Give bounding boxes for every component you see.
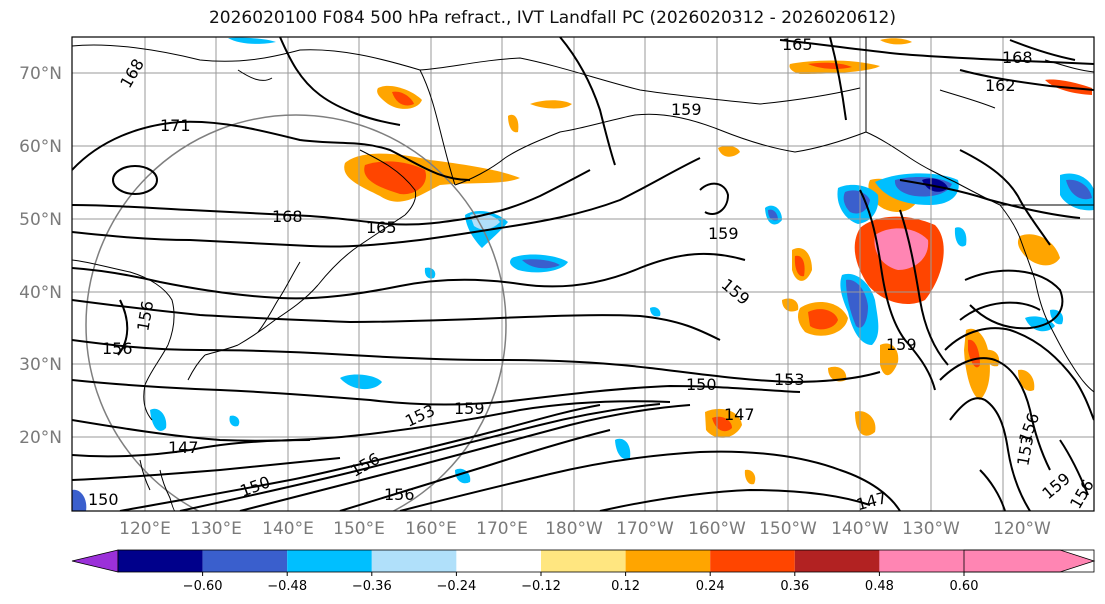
colorbar-swatch: [625, 550, 711, 572]
contour-label: 147: [168, 438, 199, 457]
colorbar-tick: −0.60: [183, 579, 223, 594]
colorbar-tick: 0.12: [611, 579, 640, 594]
colorbar-tick: 0.24: [696, 579, 725, 594]
contour-label: 156: [102, 339, 133, 358]
lon-label: 150°E: [333, 519, 385, 539]
lon-label: 150°W: [759, 519, 817, 539]
colorbar-tick: 0.48: [865, 579, 894, 594]
colorbar-swatch: [371, 550, 457, 572]
colorbar-tick: −0.36: [352, 579, 392, 594]
contour-label: 165: [782, 35, 813, 54]
contour-labels: 168 171 168 165 159 159 159 165 168 162 …: [88, 35, 1094, 514]
lon-label: 130°E: [190, 519, 242, 539]
colorbar-tick: 0.36: [780, 579, 809, 594]
latitude-labels: 70°N 60°N 50°N 40°N 30°N 20°N: [19, 64, 62, 448]
contour-label: 171: [160, 116, 191, 135]
colorbar: −0.60 −0.48 −0.36 −0.24 −0.12 0.12 0.24 …: [71, 549, 1096, 594]
lat-label: 60°N: [19, 137, 62, 157]
contour-label: 156: [384, 485, 415, 504]
contour-label: 168: [1002, 48, 1033, 67]
contour-label: 162: [985, 76, 1016, 95]
colorbar-swatch: [710, 550, 795, 572]
colorbar-tick: −0.12: [521, 579, 561, 594]
contour-label: 165: [366, 218, 397, 237]
lon-label: 140°W: [831, 519, 889, 539]
coastlines: [72, 37, 1094, 511]
colorbar-swatch: [963, 549, 1096, 573]
height-contours: [72, 37, 1094, 511]
lon-label: 120°E: [119, 519, 171, 539]
contour-label: 147: [854, 488, 888, 514]
lon-label: 130°W: [902, 519, 960, 539]
contour-label: 150: [88, 490, 119, 509]
colorbar-tick: −0.24: [436, 579, 476, 594]
lon-label: 160°E: [405, 519, 457, 539]
contour-label: 153: [774, 370, 805, 389]
contour-label: 159: [708, 224, 739, 243]
colorbar-swatch: [202, 550, 288, 572]
lon-label: 180°W: [545, 519, 603, 539]
contour-label: 168: [272, 207, 303, 226]
lat-label: 70°N: [19, 64, 62, 84]
colorbar-swatch: [879, 550, 964, 572]
lon-label: 140°E: [262, 519, 314, 539]
contour-label: 159: [886, 335, 917, 354]
contour-label: 147: [724, 405, 755, 424]
colorbar-swatch: [456, 550, 541, 572]
range-circle: [85, 114, 507, 511]
contour-label: 159: [454, 399, 485, 418]
lon-label: 170°W: [616, 519, 674, 539]
contour-label: 150: [686, 375, 717, 394]
colorbar-swatch: [118, 550, 203, 572]
lon-label: 170°E: [476, 519, 528, 539]
colorbar-tick: 0.60: [950, 579, 979, 594]
colorbar-swatch: [794, 550, 880, 572]
lat-label: 50°N: [19, 210, 62, 230]
colorbar-extend-low: [71, 549, 119, 573]
map-title: 2026020100 F084 500 hPa refract., IVT La…: [208, 8, 896, 28]
contour-label: 159: [671, 100, 702, 119]
lat-label: 20°N: [19, 428, 62, 448]
lat-label: 30°N: [19, 355, 62, 375]
colorbar-tick: −0.48: [267, 579, 307, 594]
longitude-labels: 120°E 130°E 140°E 150°E 160°E 170°E 180°…: [119, 519, 1051, 539]
lon-label: 160°W: [688, 519, 746, 539]
colorbar-swatch: [287, 550, 372, 572]
lon-label: 120°W: [993, 519, 1051, 539]
lat-label: 40°N: [19, 283, 62, 303]
map-border: [71, 36, 1095, 512]
colorbar-swatch: [541, 550, 626, 572]
